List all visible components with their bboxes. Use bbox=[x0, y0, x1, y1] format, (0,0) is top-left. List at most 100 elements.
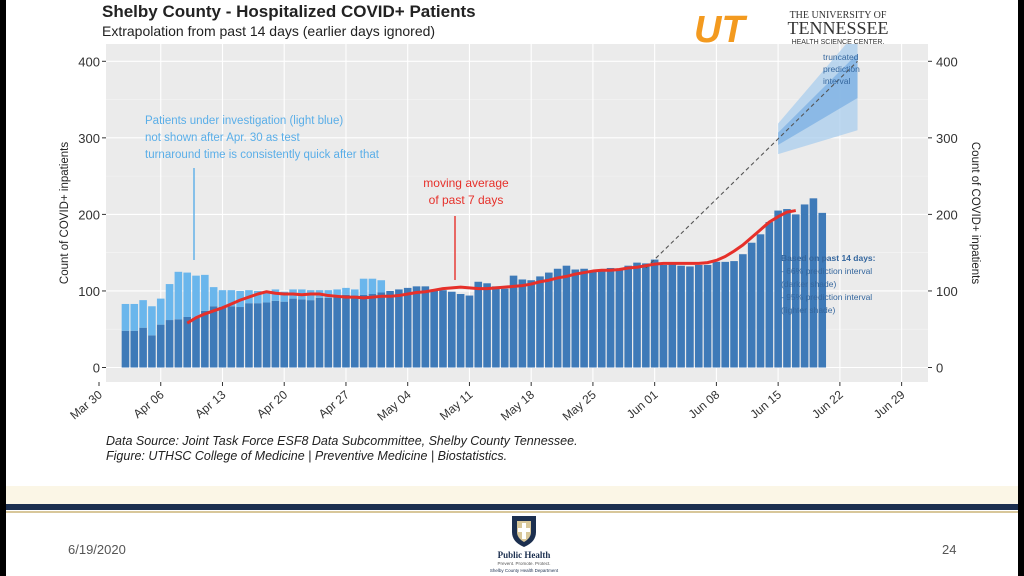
bar-covid bbox=[606, 267, 615, 368]
bar-covid bbox=[659, 264, 668, 368]
ut-line2: TENNESSEE bbox=[788, 18, 889, 38]
bar-covid bbox=[465, 295, 474, 368]
bar-covid bbox=[298, 299, 306, 368]
x-tick-label: Jun 15 bbox=[747, 387, 784, 421]
bar-covid bbox=[395, 289, 403, 368]
bar-pui bbox=[280, 291, 289, 302]
bar-covid bbox=[165, 320, 174, 368]
bar-covid bbox=[262, 302, 271, 368]
bar-covid bbox=[448, 291, 456, 368]
bar-covid bbox=[421, 286, 430, 368]
bar-covid bbox=[342, 294, 350, 368]
bar-pui bbox=[350, 289, 359, 296]
bar-covid bbox=[324, 297, 333, 368]
y-tick-label-left: 100 bbox=[78, 284, 100, 299]
bar-covid bbox=[642, 263, 650, 368]
x-tick-label: Apr 27 bbox=[316, 387, 352, 421]
y-tick-label-left: 0 bbox=[93, 361, 100, 376]
bar-covid bbox=[800, 204, 809, 368]
bar-pui bbox=[148, 306, 156, 336]
bar-covid bbox=[236, 307, 244, 368]
bar-pui bbox=[368, 278, 377, 295]
pui-note: Patients under investigation (light blue… bbox=[145, 115, 343, 127]
bar-covid bbox=[439, 290, 447, 368]
y-tick-label-right: 400 bbox=[936, 54, 958, 69]
bar-covid bbox=[589, 271, 597, 368]
bar-covid bbox=[712, 261, 721, 368]
bar-covid bbox=[765, 222, 774, 368]
bar-covid bbox=[174, 319, 183, 368]
pui-note: turnaround time is consistently quick af… bbox=[145, 149, 380, 161]
bar-pui bbox=[227, 290, 236, 307]
org-name: Public Health bbox=[498, 550, 551, 560]
chart-subtitle: Extrapolation from past 14 days (earlier… bbox=[102, 23, 436, 39]
bar-pui bbox=[174, 271, 183, 320]
bar-pui bbox=[342, 287, 350, 295]
y-tick-label-left: 300 bbox=[78, 131, 100, 146]
bar-covid bbox=[553, 268, 562, 368]
bar-covid bbox=[739, 254, 747, 368]
ut-line1: THE UNIVERSITY OF bbox=[790, 10, 887, 21]
bar-covid bbox=[545, 272, 553, 368]
prediction-note: (darker shade) bbox=[781, 279, 836, 289]
footer-rule-accent bbox=[6, 511, 1018, 513]
prediction-note: - 95% prediction interval bbox=[781, 292, 872, 302]
bar-covid bbox=[456, 294, 465, 368]
y-tick-label-right: 0 bbox=[936, 361, 943, 376]
bar-covid bbox=[571, 269, 580, 368]
bar-pui bbox=[209, 287, 218, 307]
bar-covid bbox=[156, 324, 165, 368]
bar-pui bbox=[333, 289, 341, 298]
footer-band bbox=[6, 486, 1018, 504]
bar-covid bbox=[148, 335, 156, 368]
bar-covid bbox=[483, 283, 491, 368]
bar-pui bbox=[253, 290, 262, 304]
x-tick-label: May 25 bbox=[560, 387, 599, 423]
bar-covid bbox=[386, 290, 394, 368]
bar-covid bbox=[201, 310, 209, 368]
bar-covid bbox=[694, 264, 703, 368]
bar-covid bbox=[130, 330, 139, 368]
bar-covid bbox=[597, 271, 606, 368]
bar-pui bbox=[183, 272, 191, 317]
bar-covid bbox=[527, 280, 535, 368]
prediction-note: (lighter shade) bbox=[781, 305, 836, 315]
bar-covid bbox=[536, 276, 544, 368]
moving-average-note: of past 7 days bbox=[429, 193, 504, 207]
bar-pui bbox=[165, 284, 174, 321]
org-tagline: Prevent. Promote. Protect. bbox=[497, 561, 550, 566]
bar-covid bbox=[500, 288, 509, 368]
bar-covid bbox=[747, 242, 756, 368]
truncated-interval-note: prediction bbox=[823, 64, 860, 74]
bar-covid bbox=[624, 265, 632, 368]
x-tick-label: Jun 08 bbox=[686, 387, 723, 421]
bar-covid bbox=[474, 281, 483, 368]
footer-rule bbox=[6, 504, 1018, 510]
extrapolation-line bbox=[645, 60, 858, 269]
ut-line3: HEALTH SCIENCE CENTER. bbox=[792, 39, 885, 46]
bar-covid bbox=[350, 295, 359, 368]
bar-pui bbox=[271, 289, 280, 301]
y-tick-label-right: 300 bbox=[936, 131, 958, 146]
bar-covid bbox=[580, 268, 588, 368]
bar-pui bbox=[218, 290, 227, 308]
org-dept: Shelby County Health Department bbox=[490, 568, 559, 573]
bar-covid bbox=[721, 261, 730, 368]
data-source: Data Source: Joint Task Force ESF8 Data … bbox=[106, 434, 578, 464]
bar-covid bbox=[774, 210, 782, 368]
bar-covid bbox=[245, 303, 253, 368]
bar-pui bbox=[192, 275, 200, 318]
bar-covid bbox=[139, 327, 147, 368]
x-tick-label: Mar 30 bbox=[67, 387, 105, 422]
bar-covid bbox=[677, 265, 685, 368]
bar-covid bbox=[756, 234, 765, 368]
bar-covid bbox=[703, 264, 712, 368]
y-axis-title-left: Count of COVID+ inpatients bbox=[59, 142, 71, 284]
x-tick-label: May 04 bbox=[374, 387, 413, 423]
bar-covid bbox=[791, 214, 800, 368]
bar-covid bbox=[280, 301, 289, 368]
bar-covid bbox=[403, 287, 412, 368]
bar-covid bbox=[730, 261, 738, 368]
bar-covid bbox=[668, 263, 677, 368]
y-tick-label-right: 200 bbox=[936, 207, 958, 222]
